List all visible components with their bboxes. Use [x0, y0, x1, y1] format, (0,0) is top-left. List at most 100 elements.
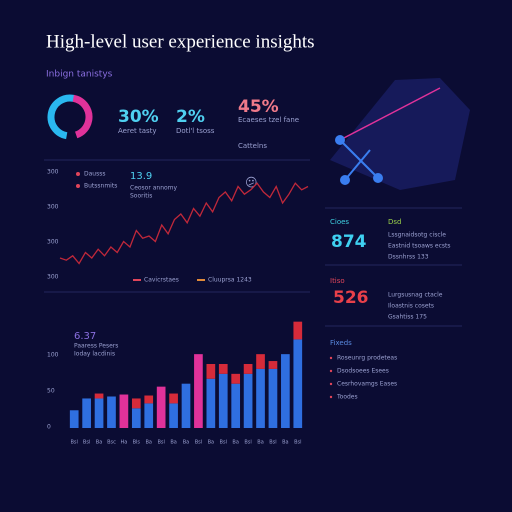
legend-swatch	[76, 172, 80, 176]
y-label: 300	[47, 169, 59, 176]
bar	[181, 383, 191, 428]
panel-value: 874	[331, 232, 367, 252]
bullet	[329, 369, 333, 373]
emoji: 😕	[245, 176, 258, 190]
bar	[131, 398, 141, 409]
x-tick-label: Bsc	[107, 440, 116, 446]
bar	[82, 398, 91, 428]
bar	[243, 373, 253, 428]
line	[59, 182, 309, 265]
bar	[107, 396, 116, 428]
bar	[256, 368, 265, 428]
x-tick-label: Bsl	[244, 440, 251, 446]
metric: 6.37	[74, 331, 96, 342]
bar	[218, 364, 228, 374]
panel-line: Lurgsusnag ctacle	[388, 292, 443, 299]
donut	[47, 94, 93, 140]
y-label: 300	[47, 204, 59, 211]
x-tick-label: Ba	[208, 440, 215, 446]
y-label: 50	[47, 388, 55, 395]
legend-label: Butssnmits	[84, 183, 117, 190]
x-tick-label: Bsl	[157, 440, 164, 446]
bar	[256, 354, 265, 369]
list-item: Roseunrg prodeteas	[337, 355, 397, 362]
bar	[293, 339, 303, 428]
panel-line: Lssgnaidsotg ciscle	[388, 232, 446, 239]
network-node	[373, 173, 383, 183]
stat-label: Aeret tasty	[118, 127, 157, 135]
panel-value: 526	[333, 288, 369, 308]
network-edge	[344, 149, 371, 181]
bar	[231, 383, 241, 428]
metric-line: Ioday lacdinis	[74, 351, 115, 358]
x-tick-label: Ba	[170, 440, 177, 446]
x-tick-label: Ha	[120, 440, 127, 446]
list-item: Dsodsoees Esees	[337, 368, 389, 375]
legend-swatch	[76, 184, 80, 188]
bullet	[329, 382, 333, 386]
bullet	[329, 395, 333, 399]
list-item: Toodes	[336, 394, 358, 401]
x-tick-label: Bsl	[195, 440, 202, 446]
section-label: Inbign tanistys	[46, 70, 113, 80]
y-label: 300	[47, 239, 59, 246]
bar	[169, 393, 178, 404]
bar	[69, 410, 79, 428]
legend-label: Dausss	[84, 171, 105, 178]
bar	[194, 354, 203, 428]
stat-label: Ecaeses tzel fane	[238, 116, 299, 124]
bar	[218, 373, 228, 428]
x-tick-label: Ba	[282, 440, 289, 446]
bar	[268, 361, 278, 369]
metric-line: Sooritis	[130, 193, 152, 200]
x-tick-label: Bls	[133, 440, 141, 446]
stat-value: 2%	[176, 107, 205, 127]
stat-value: 30%	[118, 107, 159, 127]
stat-value: 45%	[238, 97, 279, 117]
network-shape	[330, 78, 470, 190]
bar	[94, 398, 104, 428]
network-edge	[339, 139, 379, 179]
bar	[293, 321, 303, 340]
x-tick-label: Bsl	[70, 440, 77, 446]
bar	[144, 403, 154, 428]
network-edge	[339, 87, 441, 141]
y-label: 300	[47, 274, 59, 281]
panel-line: Eastnid tsoaws ecsts	[388, 243, 451, 250]
x-tick-label: Ba	[96, 440, 103, 446]
bar	[119, 394, 129, 428]
metric-line: Ceosor annomy	[130, 185, 178, 192]
y-label: 100	[47, 352, 59, 359]
bar	[169, 403, 178, 428]
x-tick-label: Bsl	[294, 440, 301, 446]
bar	[131, 408, 141, 428]
bar	[156, 386, 166, 428]
network-node	[335, 135, 345, 145]
stat-label: Dotl'l tsoss	[176, 127, 215, 135]
metric-line: Paaress Pesers	[74, 343, 118, 350]
bar	[281, 354, 290, 428]
network-node	[340, 175, 350, 185]
list-title: Fixeds	[330, 339, 352, 347]
bar	[144, 395, 154, 404]
list-item: Cesrhovamgs Eases	[337, 381, 397, 388]
x-tick-label: Ba	[232, 440, 239, 446]
bar	[206, 364, 216, 379]
panel-line: Gsahtiss 175	[388, 314, 427, 321]
x-tick-label: Bsl	[269, 440, 276, 446]
panel-line: Iloastnis cosets	[388, 303, 434, 310]
title: High-level user experience insights	[46, 31, 315, 52]
x-tick-label: Ba	[145, 440, 152, 446]
bar	[231, 373, 241, 384]
legend-label: Cavicrstaes	[144, 277, 179, 284]
x-tick-label: Ba	[257, 440, 264, 446]
stat-sub: Cattelns	[238, 142, 267, 150]
metric: 13.9	[130, 171, 152, 182]
panel-line: Dssnhrss 133	[388, 254, 429, 261]
y-label: 0	[47, 424, 51, 431]
bar	[206, 378, 216, 428]
bar	[268, 368, 278, 428]
x-tick-label: Ba	[183, 440, 190, 446]
bar	[94, 393, 104, 399]
